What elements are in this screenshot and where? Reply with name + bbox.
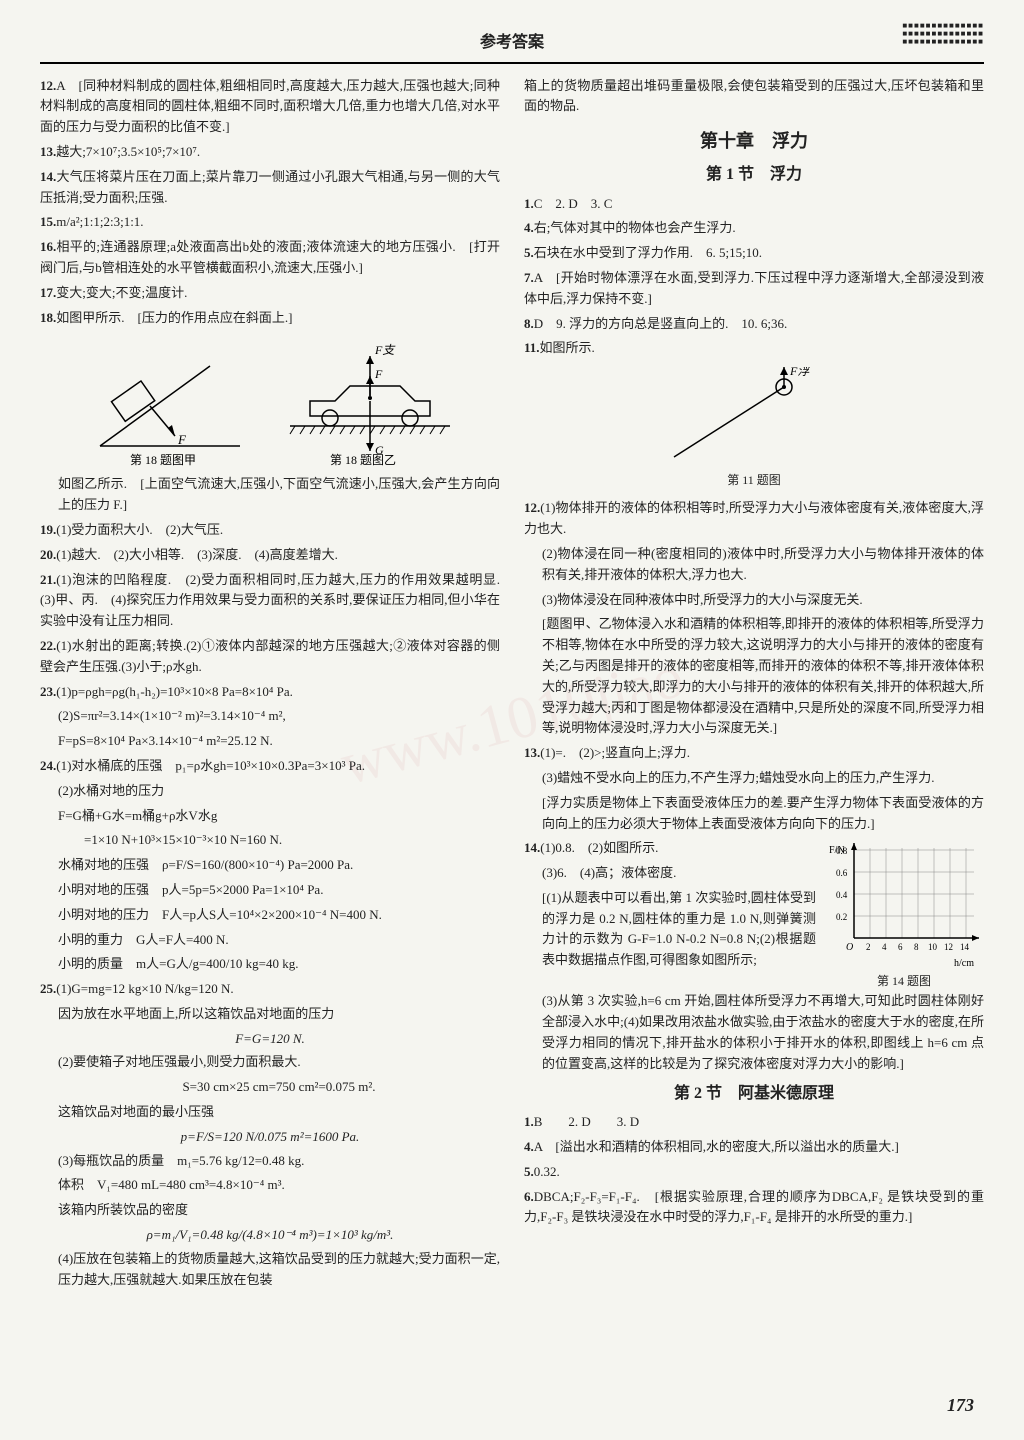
svg-text:0.2: 0.2 — [836, 912, 847, 922]
svg-text:14: 14 — [960, 942, 970, 952]
page-content: 参考答案 ■■■■■■■■■■■■■■ ■■■■■■■■■■■■■■ ■■■■■… — [40, 30, 984, 1294]
section1-title: 第 1 节 浮力 — [524, 162, 984, 188]
item-16: 16.相平的;连通器原理;a处液面高出b处的液面;液体流速大的地方压强小. [打… — [40, 237, 500, 279]
r-item-12: 12.(1)物体排开的液体的体积相等时,所受浮力大小与液体密度有关,液体密度大,… — [524, 498, 984, 540]
caption-18-right: 第 18 题图乙 — [330, 453, 396, 466]
r-item-14-s2: [(1)从题表中可以看出,第 1 次实验时,圆柱体受到的浮力是 0.2 N,圆柱… — [524, 888, 816, 971]
chart-14: F/N 0.8 0.6 0.4 0.2 O 24 68 1012 14 h/cm… — [824, 838, 984, 991]
r2-item-5: 5.0.32. — [524, 1162, 984, 1183]
svg-text:4: 4 — [882, 942, 887, 952]
r-item-14: 14.(1)0.8. (2)如图所示. — [524, 838, 816, 859]
r2-item-4: 4.A [溢出水和酒精的体积相同,水的密度大,所以溢出水的质量大.] — [524, 1137, 984, 1158]
chart-14-svg: F/N 0.8 0.6 0.4 0.2 O 24 68 1012 14 h/cm — [824, 838, 984, 968]
r-item-13-s2: [浮力实质是物体上下表面受液体压力的差.要产生浮力物体下表面受液体的方向向上的压… — [524, 793, 984, 835]
r2-item-6: 6.DBCA;F₂-F₃=F₁-F₄. [根据实验原理,合理的顺序为DBCA,F… — [524, 1187, 984, 1229]
item-23-sub2: F=pS=8×10⁴ Pa×3.14×10⁻⁴ m²=25.12 N. — [40, 731, 500, 752]
item-24-f2: 小明对地的压强 p人=5p=5×2000 Pa=1×10⁴ Pa. — [40, 880, 500, 901]
item-12: 12.A [同种材料制成的圆柱体,粗细相同时,高度越大,压力越大,压强也越大;同… — [40, 76, 500, 138]
item-24-f4: 小明的重力 G人=F人=400 N. — [40, 930, 500, 951]
item-14-text: 14.(1)0.8. (2)如图所示. (3)6. (4)高；液体密度. [(1… — [524, 838, 816, 975]
item-25-formula1: p=F/S=120 N/0.075 m²=1600 Pa. — [40, 1127, 500, 1148]
item-20: 20.(1)越大. (2)大小相等. (3)深度. (4)高度差增大. — [40, 545, 500, 566]
label-F: F — [177, 432, 187, 447]
item-24-sub1: (2)水桶对地的压力 — [40, 781, 500, 802]
item-25-s5: 这箱饮品对地面的最小压强 — [40, 1102, 500, 1123]
r-item-12-s1: (2)物体浸在同一种(密度相同的)液体中时,所受浮力大小与物体排开液体的体积有关… — [524, 544, 984, 586]
label-Fbuoy: F浮 — [789, 367, 811, 378]
right-column: 箱上的货物质量超出堆码重量极限,会使包装箱受到的压强过大,压坏包装箱和里面的物品… — [524, 76, 984, 1295]
diagram-18-svg: F 第 18 题图甲 — [80, 336, 460, 466]
item-24-f1: 水桶对地的压强 ρ=F/S=160/(800×10⁻⁴) Pa=2000 Pa. — [40, 855, 500, 876]
svg-text:12: 12 — [944, 942, 953, 952]
r2-item-1: 1.B 2. D 3. D — [524, 1112, 984, 1133]
item-24-f5: 小明的质量 m人=G人/g=400/10 kg=40 kg. — [40, 954, 500, 975]
item-17: 17.变大;变大;不变;温度计. — [40, 283, 500, 304]
item-14: 14.大气压将菜片压在刀面上;菜片靠刀一侧通过小孔跟大气相通,与另一侧的大气压抵… — [40, 167, 500, 209]
item-25-s9: (4)压放在包装箱上的货物质量越大,这箱饮品受到的压力就越大;受力面积一定,压力… — [40, 1249, 500, 1291]
svg-text:8: 8 — [914, 942, 919, 952]
r-item-7: 7.A [开始时物体漂浮在水面,受到浮力.下压过程中浮力逐渐增大,全部浸没到液体… — [524, 268, 984, 310]
section2-title: 第 2 节 阿基米德原理 — [524, 1081, 984, 1107]
svg-text:6: 6 — [898, 942, 903, 952]
item-15: 15.m/a²;1:1;2:3;1:1. — [40, 212, 500, 233]
item-24-f3: 小明对地的压力 F人=p人S人=10⁴×2×200×10⁻⁴ N=400 N. — [40, 905, 500, 926]
svg-text:0.4: 0.4 — [836, 890, 848, 900]
item-25: 25.(1)G=mg=12 kg×10 N/kg=120 N. — [40, 979, 500, 1000]
chart-xlabel: h/cm — [954, 958, 974, 968]
svg-text:O: O — [846, 942, 853, 953]
chart-14-caption: 第 14 题图 — [824, 972, 984, 991]
item-23: 23.(1)p=ρgh=ρg(h₁-h₂)=10³×10×8 Pa=8×10⁴ … — [40, 682, 500, 703]
r-item-11: 11.如图所示. — [524, 338, 984, 359]
left-column: 12.A [同种材料制成的圆柱体,粗细相同时,高度越大,压力越大,压强也越大;同… — [40, 76, 500, 1295]
r-item-4: 4.右;气体对其中的物体也会产生浮力. — [524, 218, 984, 239]
svg-text:0.8: 0.8 — [836, 846, 848, 856]
chapter-title: 第十章 浮力 — [524, 127, 984, 156]
caption-18-left: 第 18 题图甲 — [130, 453, 196, 466]
diagram-11-svg: F浮 — [654, 367, 854, 467]
diagram-11: F浮 第 11 题图 — [524, 367, 984, 490]
item-18: 18.如图甲所示. [压力的作用点应在斜面上.] — [40, 308, 500, 329]
header-title: 参考答案 — [480, 30, 544, 56]
svg-text:0.6: 0.6 — [836, 868, 848, 878]
svg-text:10: 10 — [928, 942, 938, 952]
item-18-after: 如图乙所示. [上面空气流速大,压强小,下面空气流速小,压强大,会产生方向向上的… — [40, 474, 500, 516]
r-item-8: 8.D 9. 浮力的方向总是竖直向上的. 10. 6;36. — [524, 314, 984, 335]
item-25-s2: F=G=120 N. — [40, 1029, 500, 1050]
label-Fsupport: F支 — [374, 343, 396, 357]
diagram-11-caption: 第 11 题图 — [524, 471, 984, 490]
item-23-sub1: (2)S=πr²=3.14×(1×10⁻² m)²=3.14×10⁻⁴ m², — [40, 706, 500, 727]
item-21: 21.(1)泡沫的凹陷程度. (2)受力面积相同时,压力越大,压力的作用效果越明… — [40, 570, 500, 632]
item-25-s1: 因为放在水平地面上,所以这箱饮品对地面的压力 — [40, 1004, 500, 1025]
r-item-14-s1: (3)6. (4)高；液体密度. — [524, 863, 816, 884]
item-22: 22.(1)水射出的距离;转换.(2)①液体内部越深的地方压强越大;②液体对容器… — [40, 636, 500, 678]
item-25-s3: (2)要使箱子对地压强最小,则受力面积最大. — [40, 1052, 500, 1073]
r-item-12-s3: [题图甲、乙物体浸入水和酒精的体积相等,即排开的液体的体积相等,所受浮力不相等,… — [524, 614, 984, 739]
item-25-s8: 该箱内所装饮品的密度 — [40, 1200, 500, 1221]
item-25-formula2: ρ=m₁/V₁=0.48 kg/(4.8×10⁻⁴ m³)=1×10³ kg/m… — [40, 1225, 500, 1246]
item-24-sub2: F=G桶+G水=m桶g+ρ水V水g — [40, 806, 500, 827]
r-item-13: 13.(1)=. (2)>;竖直向上;浮力. — [524, 743, 984, 764]
item-14-row: 14.(1)0.8. (2)如图所示. (3)6. (4)高；液体密度. [(1… — [524, 838, 984, 991]
r-item-14-after: (3)从第 3 次实验,h=6 cm 开始,圆柱体所受浮力不再增大,可知此时圆柱… — [524, 991, 984, 1074]
item-13: 13.越大;7×10⁷;3.5×10⁵;7×10⁷. — [40, 142, 500, 163]
item-25-s6: (3)每瓶饮品的质量 m₁=5.76 kg/12=0.48 kg. — [40, 1151, 500, 1172]
r-item-5: 5.石块在水中受到了浮力作用. 6. 5;15;10. — [524, 243, 984, 264]
label-F2: F — [374, 367, 383, 381]
r-item-1: 1.C 2. D 3. C — [524, 194, 984, 215]
item-24-sub3: =1×10 N+10³×15×10⁻³×10 N=160 N. — [40, 830, 500, 851]
item-25-s4: S=30 cm×25 cm=750 cm²=0.075 m². — [40, 1077, 500, 1098]
page-number: 173 — [947, 1391, 974, 1420]
page-header: 参考答案 ■■■■■■■■■■■■■■ ■■■■■■■■■■■■■■ ■■■■■… — [40, 30, 984, 64]
two-column-layout: 12.A [同种材料制成的圆柱体,粗细相同时,高度越大,压力越大,压强也越大;同… — [40, 76, 984, 1295]
r-item-13-s1: (3)蜡烛不受水向上的压力,不产生浮力;蜡烛受水向上的压力,产生浮力. — [524, 768, 984, 789]
r-item-12-s2: (3)物体浸没在同种液体中时,所受浮力的大小与深度无关. — [524, 590, 984, 611]
item-19: 19.(1)受力面积大小. (2)大气压. — [40, 520, 500, 541]
item-25-s7: 体积 V₁=480 mL=480 cm³=4.8×10⁻⁴ m³. — [40, 1175, 500, 1196]
continuation-text: 箱上的货物质量超出堆码重量极限,会使包装箱受到的压强过大,压坏包装箱和里面的物品… — [524, 76, 984, 118]
svg-text:2: 2 — [866, 942, 871, 952]
diagram-18: F 第 18 题图甲 — [40, 336, 500, 466]
item-24: 24.(1)对水桶底的压强 p₁=ρ水gh=10³×10×0.3Pa=3×10³… — [40, 756, 500, 777]
header-dots: ■■■■■■■■■■■■■■ ■■■■■■■■■■■■■■ ■■■■■■■■■■… — [902, 22, 984, 46]
